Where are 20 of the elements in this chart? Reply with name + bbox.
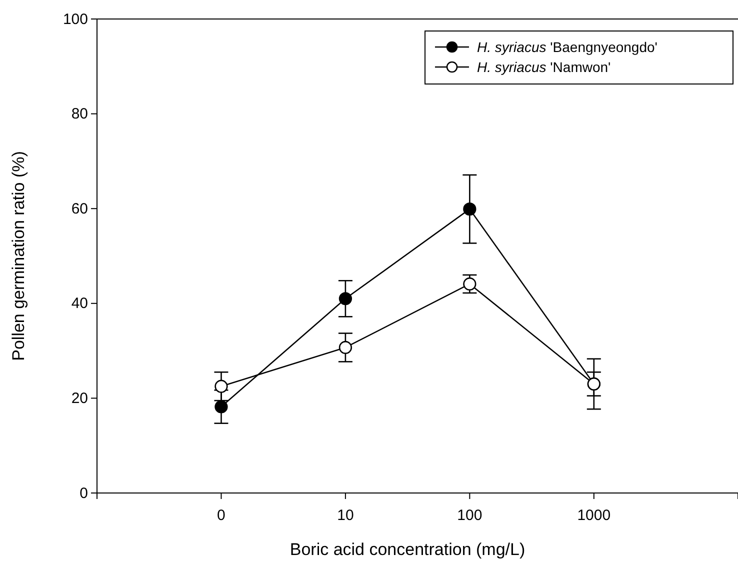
y-tick-label: 80 [71,106,88,123]
y-tick-label: 60 [71,200,88,218]
y-tick-label: 20 [71,390,88,407]
x-axis-title: Boric acid concentration (mg/L) [290,540,526,559]
x-tick-label: 1000 [577,507,611,524]
point [463,277,476,291]
point [338,340,352,354]
point [214,400,228,414]
point [214,380,228,393]
y-axis-title: Pollen germination ratio (%) [9,151,28,361]
x-tick-label: 10 [337,507,354,524]
point [463,202,476,216]
legend-label: H. syriacus 'Namwon' [477,59,611,75]
y-tick-label: 40 [71,295,88,312]
x-tick-label: 100 [457,507,482,524]
point [338,292,352,306]
legend-label: H. syriacus 'Baengnyeongdo' [477,39,658,55]
y-tick-label: 0 [80,484,88,502]
y-tick-label: 100 [62,10,88,28]
x-tick-label: 0 [217,507,226,524]
